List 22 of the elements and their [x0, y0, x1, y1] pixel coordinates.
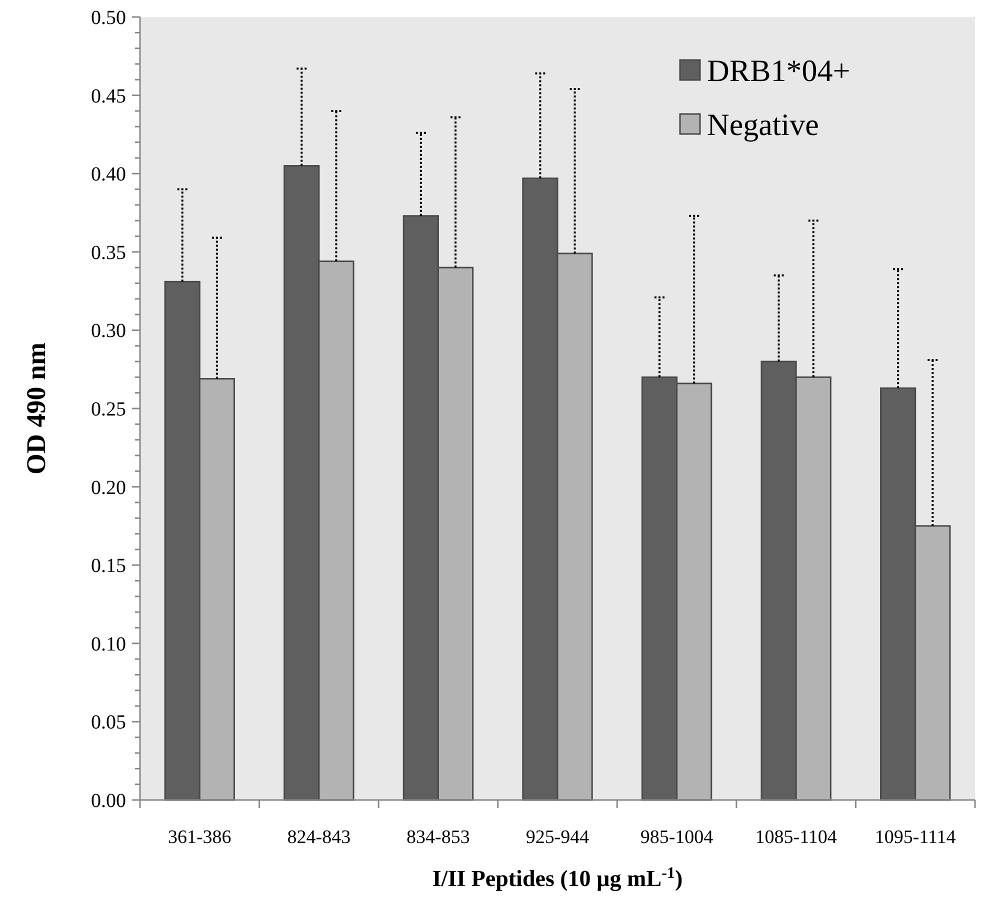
- x-tick-label: 824-843: [287, 827, 351, 848]
- legend-label: DRB1*04+: [707, 52, 850, 88]
- y-tick-label: 0.20: [91, 476, 126, 499]
- y-tick-label: 0.00: [91, 790, 126, 812]
- x-tick-label: 834-853: [406, 827, 470, 848]
- x-axis-title: I/II Peptides (10 µg mL$^{-1}$): [432, 864, 683, 892]
- y-tick-label: 0.15: [91, 555, 126, 578]
- x-tick-label: 985-1004: [640, 827, 714, 848]
- x-tick-label: 1085-1104: [755, 827, 838, 848]
- y-tick-label: 0.50: [91, 7, 126, 29]
- x-tick-label: 361-386: [168, 827, 232, 848]
- x-tick-label: 925-944: [526, 827, 590, 848]
- legend-label: Negative: [707, 106, 819, 142]
- y-tick-label: 0.05: [91, 712, 126, 734]
- y-axis-title: OD 490 nm: [21, 342, 51, 475]
- y-tick-label: 0.10: [91, 633, 126, 656]
- y-tick-label: 0.45: [91, 85, 126, 108]
- x-tick-label: 1095-1114: [874, 827, 956, 848]
- y-tick-label: 0.40: [91, 164, 126, 186]
- y-tick-label: 0.30: [91, 320, 126, 342]
- y-tick-label: 0.25: [91, 398, 126, 420]
- y-tick-label: 0.35: [91, 242, 126, 264]
